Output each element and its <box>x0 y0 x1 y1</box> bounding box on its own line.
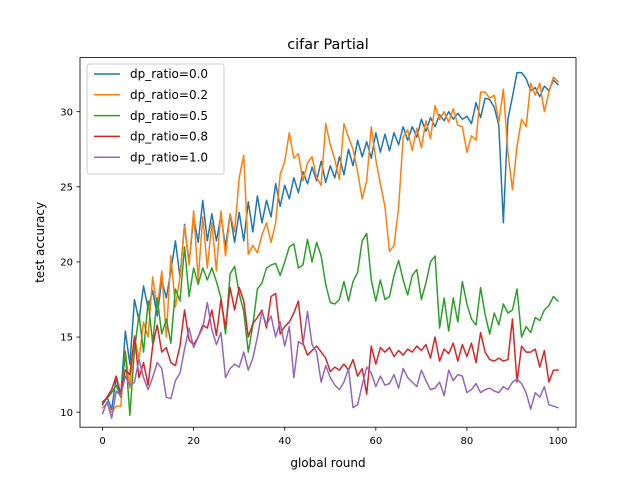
y-tick-label-2: 20 <box>60 258 73 269</box>
series-line-1 <box>101 76 560 413</box>
plot-frame <box>79 57 577 428</box>
x-tick-label-1: 20 <box>187 436 200 447</box>
legend: dp_ratio=0.0 dp_ratio=0.2 dp_ratio=0.5 dp_r… <box>86 63 225 175</box>
y-tick-label-1: 15 <box>60 333 73 344</box>
legend-label-3: dp_ratio=0.8 <box>130 130 208 144</box>
y-tick-label-0: 10 <box>60 408 73 419</box>
legend-label-4: dp_ratio=1.0 <box>130 150 208 164</box>
x-tick-label-0: 0 <box>99 436 105 447</box>
x-tick-label-3: 60 <box>369 436 382 447</box>
series-line-2 <box>101 232 560 416</box>
series-line-3 <box>101 286 559 405</box>
legend-label-0: dp_ratio=0.0 <box>130 67 208 81</box>
x-axis-label: global round <box>290 456 365 470</box>
series-line-4 <box>101 301 559 419</box>
plot-lines <box>101 71 560 419</box>
axes: 0 20 40 60 80 100 10 15 20 25 30 <box>60 107 567 447</box>
x-tick-label-4: 80 <box>461 436 474 447</box>
y-tick-label-4: 30 <box>60 107 73 118</box>
x-tick-label-5: 100 <box>548 436 567 447</box>
legend-label-2: dp_ratio=0.5 <box>130 109 208 123</box>
chart-title: cifar Partial <box>287 37 369 53</box>
x-tick-label-2: 40 <box>278 436 291 447</box>
series-line-0 <box>101 71 560 410</box>
legend-box <box>86 63 225 175</box>
y-axis-label: test accuracy <box>33 202 47 283</box>
legend-label-1: dp_ratio=0.2 <box>130 88 208 102</box>
y-tick-label-3: 25 <box>60 182 73 193</box>
